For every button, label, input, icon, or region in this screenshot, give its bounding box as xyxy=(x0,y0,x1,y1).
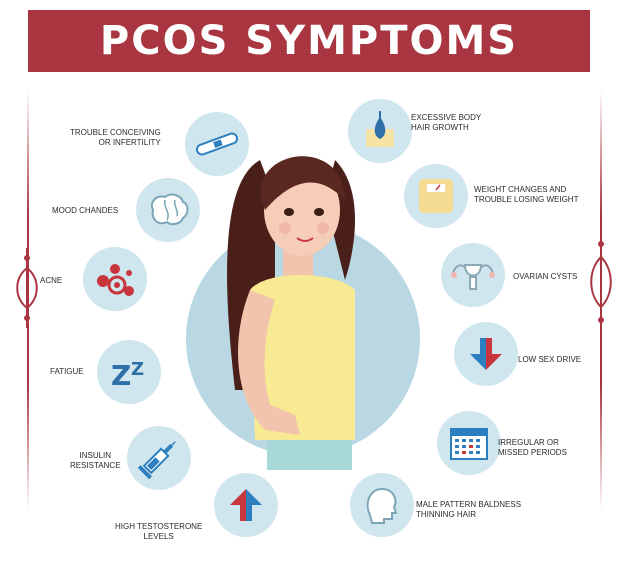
symptom-label: MOOD CHANDES xyxy=(52,206,119,215)
symptom-label: HIGH TESTOSTERONE LEVELS xyxy=(115,522,203,541)
symptom-icon-circle xyxy=(127,426,191,490)
symptom-label: TROUBLE CONCEIVING OR INFERTILITY xyxy=(70,128,161,147)
right-ornament-icon xyxy=(590,232,612,332)
symptom-icon-circle xyxy=(214,473,278,537)
uterus-icon xyxy=(451,264,495,290)
acne-icon xyxy=(97,264,134,296)
symptom-label: INSULIN RESISTANCE xyxy=(70,451,121,470)
title-banner: PCOS SYMPTOMS xyxy=(28,10,590,72)
symptom-label: EXCESSIVE BODY HAIR GROWTH xyxy=(411,113,482,132)
syringe-icon xyxy=(137,441,176,480)
symptom-icon-circle xyxy=(136,178,200,242)
scale-icon xyxy=(419,179,453,213)
left-ornament-icon xyxy=(16,248,38,328)
symptom-label: FATIGUE xyxy=(50,367,84,376)
symptom-label: ACNE xyxy=(40,276,63,285)
symptom-label: OVARIAN CYSTS xyxy=(513,272,578,281)
calendar-icon xyxy=(450,428,488,460)
symptom-icon-circle xyxy=(437,411,501,475)
symptom-label: LOW SEX DRIVE xyxy=(518,355,582,364)
symptom-icon-circle xyxy=(350,473,414,537)
symptom-label: WEIGHT CHANGES AND TROUBLE LOSING WEIGHT xyxy=(474,185,579,204)
hair-follicle-icon xyxy=(366,111,394,147)
symptom-icon-circle xyxy=(404,164,468,228)
arrow-up-icon xyxy=(230,489,262,521)
svg-text:Z: Z xyxy=(111,359,131,387)
symptom-label: MALE PATTERN BALDNESS THINNING HAIR xyxy=(416,500,522,519)
symptom-icon-circle xyxy=(454,322,518,386)
arrow-down-icon xyxy=(470,338,502,370)
pregnancy-test-icon xyxy=(195,132,239,156)
symptom-icon-circle xyxy=(441,243,505,307)
page-title: PCOS SYMPTOMS xyxy=(99,18,519,64)
bald-head-icon xyxy=(366,487,398,524)
brain-icon xyxy=(151,193,189,226)
symptom-icon-circle xyxy=(185,112,249,176)
svg-text:Z: Z xyxy=(131,359,144,380)
woman-illustration-icon xyxy=(227,156,355,470)
sleep-zz-icon: Z Z xyxy=(111,359,144,387)
symptom-label: IRREGULAR OR MISSED PERIODS xyxy=(498,438,567,457)
symptom-icon-circle xyxy=(83,247,147,311)
symptom-icon-circle xyxy=(348,99,412,163)
symptom-icon-circle: Z Z xyxy=(97,340,161,404)
